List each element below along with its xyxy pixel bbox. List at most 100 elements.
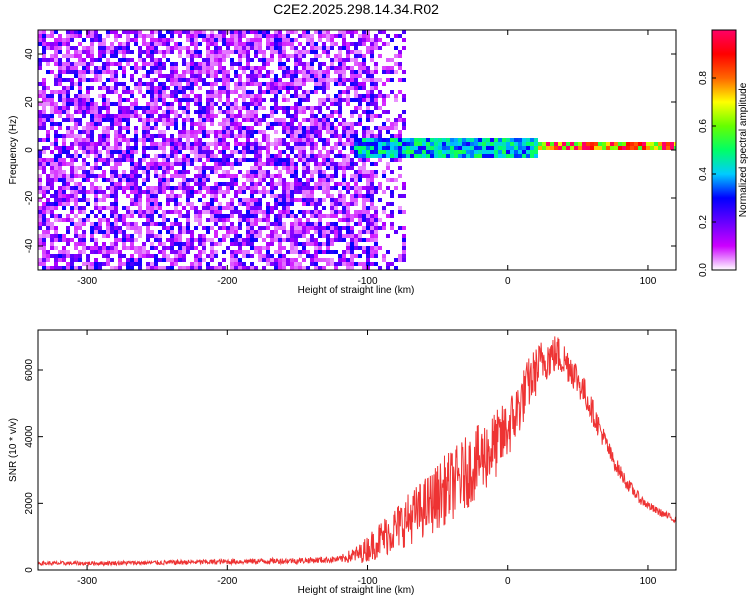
spectrogram-cell — [294, 114, 298, 118]
spectrogram-cell — [354, 178, 358, 182]
spectrogram-cell — [122, 82, 126, 86]
spectrogram-cell — [94, 266, 98, 270]
spectrogram-cell — [274, 34, 278, 38]
spectrogram-cell — [102, 230, 106, 234]
spectrogram-cell — [266, 162, 270, 166]
spectrogram-cell — [250, 238, 254, 242]
spectrogram-cell — [246, 222, 250, 226]
spectrogram-cell — [330, 206, 334, 210]
spectrogram-cell — [370, 254, 374, 258]
spectrogram-cell — [230, 30, 234, 34]
spectrogram-cell — [206, 230, 210, 234]
spectrogram-cell — [238, 210, 242, 214]
spectrogram-cell — [358, 150, 362, 154]
spectrogram-cell — [110, 78, 114, 82]
spectrogram-cell — [382, 226, 386, 230]
spectrogram-cell — [146, 234, 150, 238]
spectrogram-cell — [186, 94, 190, 98]
spectrogram-cell — [130, 78, 134, 82]
spectrogram-cell — [98, 222, 102, 226]
spectrogram-cell — [366, 130, 370, 134]
spectrogram-cell — [158, 106, 162, 110]
spectrogram-cell — [254, 182, 258, 186]
spectrogram-cell — [58, 154, 62, 158]
spectrogram-cell — [110, 114, 114, 118]
spectrogram-cell — [350, 166, 354, 170]
spectrogram-cell — [42, 34, 46, 38]
spectrogram-cell — [338, 30, 342, 34]
spectrogram-cell — [70, 142, 74, 146]
spectrogram-cell — [290, 234, 294, 238]
spectrogram-cell — [110, 174, 114, 178]
spectrogram-cell — [166, 202, 170, 206]
spectrogram-cell — [58, 74, 62, 78]
spectrogram-cell — [366, 114, 370, 118]
spectrogram-cell — [42, 150, 46, 154]
spectrogram-cell — [90, 38, 94, 42]
spectrogram-cell — [346, 78, 350, 82]
spectrogram-cell — [78, 134, 82, 138]
spectrogram-cell — [526, 146, 530, 150]
spectrogram-cell — [362, 146, 366, 150]
spectrogram-cell — [122, 98, 126, 102]
spectrogram-cell — [166, 38, 170, 42]
spectrogram-cell — [270, 186, 274, 190]
spectrogram-cell — [286, 38, 290, 42]
spectrogram-cell — [114, 158, 118, 162]
spectrogram-cell — [350, 254, 354, 258]
spectrogram-cell — [274, 78, 278, 82]
spectrogram-cell — [354, 62, 358, 66]
spectrogram-cell — [250, 266, 254, 270]
spectrogram-cell — [370, 102, 374, 106]
spectrogram-cell — [78, 86, 82, 90]
spectrogram-cell — [86, 106, 90, 110]
spectrogram-cell — [130, 170, 134, 174]
spectrogram-cell — [154, 194, 158, 198]
spectrogram-cell — [122, 230, 126, 234]
spectrogram-cell — [302, 62, 306, 66]
spectrogram-cell — [138, 230, 142, 234]
spectrogram-cell — [110, 54, 114, 58]
spectrogram-cell — [142, 242, 146, 246]
colorbar-label: Normalized spectral amplitude — [738, 82, 749, 217]
spectrogram-cell — [150, 94, 154, 98]
spectrogram-cell — [166, 226, 170, 230]
spectrogram-cell — [202, 258, 206, 262]
spectrogram-cell — [122, 106, 126, 110]
spectrogram-cell — [294, 238, 298, 242]
spectrogram-cell — [254, 70, 258, 74]
spectrogram-cell — [318, 110, 322, 114]
spectrogram-cell — [150, 126, 154, 130]
spectrogram-cell — [350, 66, 354, 70]
spectrogram-cell — [342, 162, 346, 166]
spectrogram-cell — [362, 186, 366, 190]
spectrogram-cell — [66, 58, 70, 62]
spectrogram-cell — [150, 86, 154, 90]
spectrogram-cell — [158, 74, 162, 78]
spectrogram-cell — [366, 254, 370, 258]
spectrogram-cell — [542, 146, 546, 150]
spectrogram-cell — [178, 214, 182, 218]
spectrogram-cell — [302, 222, 306, 226]
spectrogram-cell — [306, 138, 310, 142]
spectrogram-cell — [126, 226, 130, 230]
spectrogram-cell — [306, 254, 310, 258]
spectrogram-cell — [98, 46, 102, 50]
spectrogram-cell — [302, 258, 306, 262]
spectrogram-cell — [186, 66, 190, 70]
spectrogram-cell — [394, 258, 398, 262]
spectrogram-cell — [198, 54, 202, 58]
spectrogram-cell — [318, 46, 322, 50]
spectrogram-cell — [178, 106, 182, 110]
spectrogram-cell — [222, 158, 226, 162]
spectrogram-cell — [314, 122, 318, 126]
spectrogram-cell — [86, 162, 90, 166]
spectrogram-cell — [278, 54, 282, 58]
spectrogram-cell — [322, 198, 326, 202]
spectrogram-cell — [222, 234, 226, 238]
spectrogram-cell — [86, 70, 90, 74]
spectrogram-cell — [82, 138, 86, 142]
spectrogram-cell — [158, 242, 162, 246]
spectrogram-cell — [102, 250, 106, 254]
spectrogram-cell — [202, 162, 206, 166]
